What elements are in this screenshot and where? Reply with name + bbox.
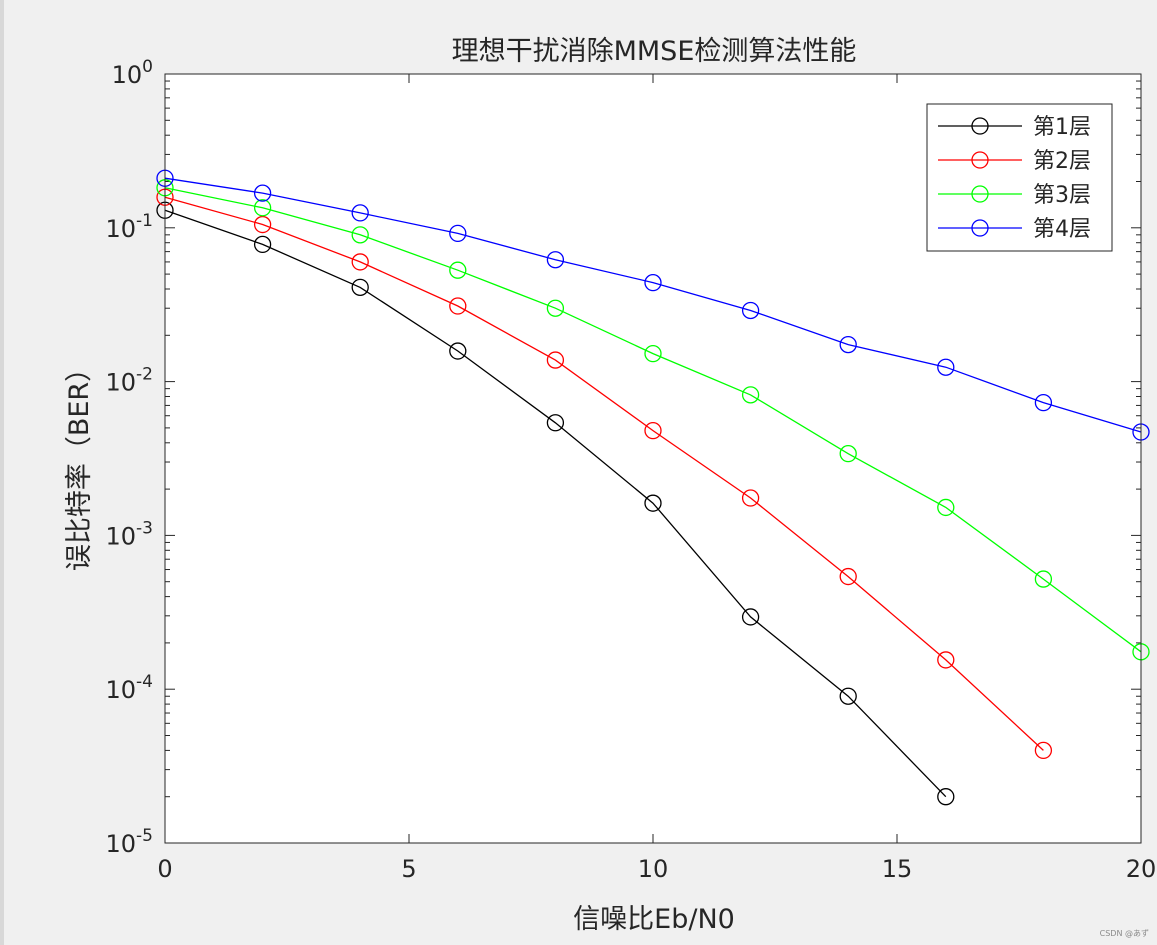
y-tick-label: 10-1 — [106, 211, 154, 243]
data-point — [839, 445, 857, 463]
legend-item: 第1层 — [938, 115, 1091, 140]
x-tick-label: 20 — [1126, 855, 1157, 883]
series-4 — [156, 169, 1150, 441]
legend-item: 第3层 — [938, 183, 1091, 208]
data-point — [546, 299, 565, 317]
data-point — [839, 687, 857, 705]
data-point — [1034, 570, 1053, 588]
x-tick-label: 0 — [157, 855, 172, 883]
data-point — [546, 414, 565, 432]
x-tick-label: 10 — [638, 855, 669, 883]
data-point — [253, 199, 272, 217]
data-point — [937, 651, 955, 669]
chart-title: 理想干扰消除MMSE检测算法性能 — [452, 36, 857, 67]
series-line — [164, 177, 1142, 433]
data-point — [253, 215, 272, 234]
data-point — [741, 301, 760, 320]
data-point — [741, 489, 760, 507]
series-line — [164, 209, 947, 798]
data-point — [1034, 393, 1053, 412]
data-point — [937, 498, 955, 517]
data-point — [351, 253, 369, 271]
data-point — [449, 224, 467, 243]
x-tick-label: 5 — [401, 855, 416, 883]
y-tick-label: 10-5 — [106, 826, 154, 858]
axis-ticks — [164, 73, 1142, 844]
data-point — [351, 226, 369, 244]
y-tick-label: 10-3 — [106, 518, 154, 550]
data-point — [644, 494, 662, 512]
x-tick-label: 15 — [882, 855, 913, 883]
data-point — [1034, 741, 1053, 760]
data-point — [351, 278, 369, 297]
legend-label: 第4层 — [1033, 217, 1091, 242]
data-point — [644, 344, 662, 363]
data-point — [839, 335, 857, 354]
legend-marker — [971, 117, 989, 135]
data-point — [449, 297, 467, 315]
y-tick-label: 100 — [112, 57, 153, 89]
legend-label: 第2层 — [1033, 149, 1091, 174]
y-tick-label: 10-2 — [106, 365, 154, 397]
watermark-text: CSDN @あず — [1099, 929, 1149, 938]
data-point — [937, 358, 955, 376]
data-point — [253, 184, 272, 202]
series-line — [164, 196, 1044, 751]
x-axis-label: 信噪比Eb/N0 — [573, 904, 735, 935]
data-point — [839, 567, 857, 586]
axes-box — [164, 73, 1142, 844]
data-point — [546, 351, 565, 369]
data-point — [644, 421, 662, 440]
data-point — [937, 788, 955, 806]
legend-marker — [971, 151, 989, 169]
data-point — [449, 342, 467, 360]
y-tick-label: 10-4 — [106, 672, 154, 704]
data-point — [644, 273, 662, 292]
data-point — [546, 251, 565, 269]
x-tick-labels: 0 5 10 15 20 — [157, 855, 1156, 883]
legend-label: 第3层 — [1033, 183, 1091, 208]
y-axis-label: 误比特率（BER） — [64, 355, 95, 571]
legend-marker — [971, 219, 989, 237]
legend-label: 第1层 — [1033, 115, 1091, 140]
legend-item: 第4层 — [938, 217, 1091, 242]
data-point — [741, 608, 760, 626]
legend-marker — [971, 185, 989, 203]
data-point — [741, 386, 760, 404]
legend-box — [926, 103, 1113, 252]
data-point — [449, 261, 467, 279]
legend-item: 第2层 — [938, 149, 1091, 174]
y-tick-labels: 100 10-1 10-2 10-3 10-4 10-5 — [106, 57, 154, 858]
data-point — [253, 235, 272, 254]
series-line — [164, 187, 1142, 653]
data-point — [351, 204, 369, 222]
